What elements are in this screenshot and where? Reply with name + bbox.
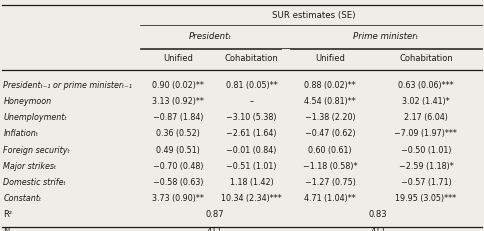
Text: 0.63 (0.06)***: 0.63 (0.06)*** [398, 81, 454, 90]
Text: 10.34 (2.34)***: 10.34 (2.34)*** [221, 194, 282, 203]
Text: −0.01 (0.84): −0.01 (0.84) [227, 146, 277, 155]
Text: N: N [3, 227, 10, 231]
Text: −1.27 (0.75): −1.27 (0.75) [304, 178, 356, 187]
Text: 4.54 (0.81)**: 4.54 (0.81)** [304, 97, 356, 106]
Text: –: – [250, 97, 254, 106]
Text: −0.57 (1.71): −0.57 (1.71) [401, 178, 451, 187]
Text: Domestic strifeₜ: Domestic strifeₜ [3, 178, 66, 187]
Text: Major strikesₜ: Major strikesₜ [3, 162, 57, 171]
Text: R²: R² [3, 210, 13, 219]
Text: 1.18 (1.42): 1.18 (1.42) [230, 178, 273, 187]
Text: 411: 411 [370, 227, 386, 231]
Text: 0.87: 0.87 [206, 210, 224, 219]
Text: Presidentₜ₋₁ or prime ministerₜ₋₁: Presidentₜ₋₁ or prime ministerₜ₋₁ [3, 81, 133, 90]
Text: Unemploymentₜ: Unemploymentₜ [3, 113, 67, 122]
Text: −0.50 (1.01): −0.50 (1.01) [401, 146, 451, 155]
Text: 2.17 (6.04): 2.17 (6.04) [404, 113, 448, 122]
Text: 0.49 (0.51): 0.49 (0.51) [156, 146, 200, 155]
Text: −1.38 (2.20): −1.38 (2.20) [305, 113, 355, 122]
Text: Presidentₜ: Presidentₜ [189, 33, 232, 41]
Text: 0.36 (0.52): 0.36 (0.52) [156, 130, 200, 138]
Text: −0.87 (1.84): −0.87 (1.84) [153, 113, 203, 122]
Text: −2.59 (1.18)*: −2.59 (1.18)* [398, 162, 454, 171]
Text: 3.73 (0.90)**: 3.73 (0.90)** [152, 194, 204, 203]
Text: Unified: Unified [163, 54, 193, 63]
Text: −3.10 (5.38): −3.10 (5.38) [227, 113, 277, 122]
Text: Cohabitation: Cohabitation [399, 54, 453, 63]
Text: −2.61 (1.64): −2.61 (1.64) [227, 130, 277, 138]
Text: −0.47 (0.62): −0.47 (0.62) [305, 130, 355, 138]
Text: 411: 411 [207, 227, 223, 231]
Text: −0.58 (0.63): −0.58 (0.63) [153, 178, 203, 187]
Text: 4.71 (1.04)**: 4.71 (1.04)** [304, 194, 356, 203]
Text: Constantₜ: Constantₜ [3, 194, 42, 203]
Text: −1.18 (0.58)*: −1.18 (0.58)* [303, 162, 357, 171]
Text: Honeymoon: Honeymoon [3, 97, 52, 106]
Text: 0.81 (0.05)**: 0.81 (0.05)** [226, 81, 277, 90]
Text: 0.88 (0.02)**: 0.88 (0.02)** [304, 81, 356, 90]
Text: 0.90 (0.02)**: 0.90 (0.02)** [152, 81, 204, 90]
Text: 19.95 (3.05)***: 19.95 (3.05)*** [395, 194, 456, 203]
Text: 3.13 (0.92)**: 3.13 (0.92)** [152, 97, 204, 106]
Text: Inflationₜ: Inflationₜ [3, 130, 39, 138]
Text: Prime ministerₜ: Prime ministerₜ [353, 33, 419, 41]
Text: 3.02 (1.41)*: 3.02 (1.41)* [402, 97, 450, 106]
Text: 0.60 (0.61): 0.60 (0.61) [308, 146, 352, 155]
Text: −0.51 (1.01): −0.51 (1.01) [227, 162, 277, 171]
Text: Unified: Unified [315, 54, 345, 63]
Text: Cohabitation: Cohabitation [225, 54, 279, 63]
Text: 0.83: 0.83 [369, 210, 387, 219]
Text: Foreign securityₜ: Foreign securityₜ [3, 146, 70, 155]
Text: −7.09 (1.97)***: −7.09 (1.97)*** [394, 130, 457, 138]
Text: SUR estimates (SE): SUR estimates (SE) [272, 11, 355, 19]
Text: −0.70 (0.48): −0.70 (0.48) [153, 162, 203, 171]
